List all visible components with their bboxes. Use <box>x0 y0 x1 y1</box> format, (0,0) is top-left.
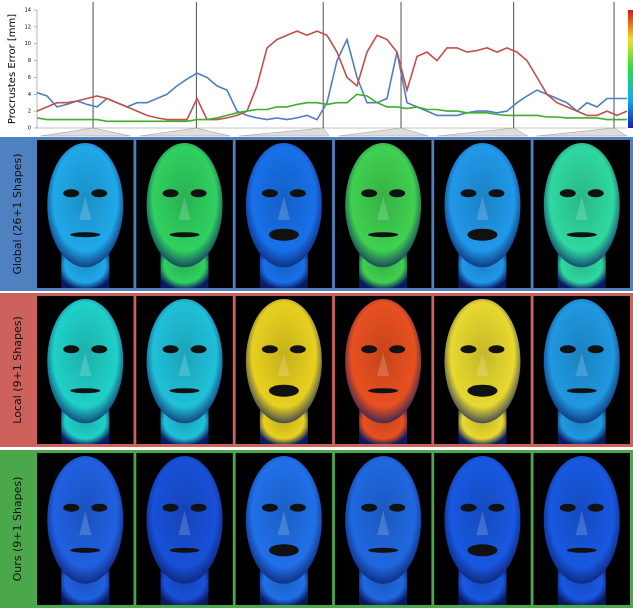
mouth <box>567 548 597 553</box>
eye <box>460 189 476 197</box>
eye <box>163 504 179 512</box>
eye <box>163 189 179 197</box>
y-tick-label: 0 <box>28 126 31 132</box>
eye <box>290 504 306 512</box>
eye <box>262 345 278 353</box>
eye <box>361 504 377 512</box>
eye <box>460 504 476 512</box>
mouth <box>368 548 398 553</box>
eye <box>488 345 504 353</box>
eye <box>361 345 377 353</box>
y-tick-label: 12 <box>25 24 31 30</box>
mouth <box>269 544 299 556</box>
eye <box>91 345 107 353</box>
eye <box>588 504 604 512</box>
eye <box>63 189 79 197</box>
eye <box>191 189 207 197</box>
eye <box>63 345 79 353</box>
eye <box>560 345 576 353</box>
mouth <box>467 229 497 241</box>
eye <box>290 345 306 353</box>
eye <box>460 345 476 353</box>
mouth <box>70 388 100 393</box>
mouth <box>170 232 200 237</box>
mouth <box>567 232 597 237</box>
mouth <box>269 229 299 241</box>
eye <box>560 504 576 512</box>
eye <box>191 345 207 353</box>
y-tick-label: 4 <box>28 92 31 98</box>
frame-connector <box>338 128 428 136</box>
eye <box>63 504 79 512</box>
y-tick-label: 8 <box>28 58 31 64</box>
y-tick-label: 2 <box>28 109 31 115</box>
eye <box>389 504 405 512</box>
mouth <box>70 548 100 553</box>
colorbar <box>628 10 633 128</box>
mouth <box>567 388 597 393</box>
eye <box>560 189 576 197</box>
eye <box>588 345 604 353</box>
eye <box>488 189 504 197</box>
row-label: Local (9+1 Shapes) <box>11 316 24 423</box>
eye <box>488 504 504 512</box>
y-tick-label: 14 <box>25 8 31 14</box>
eye <box>361 189 377 197</box>
frame-connector <box>140 128 230 136</box>
frame-connector <box>537 128 627 136</box>
mouth <box>70 232 100 237</box>
row-label: Global (26+1 Shapes) <box>11 153 24 274</box>
figure: Procrustes Error [mm] 0 2 4 6 8 10 12 14 Global … <box>0 0 633 608</box>
eye <box>262 189 278 197</box>
eye <box>163 345 179 353</box>
mouth <box>368 232 398 237</box>
frame-connector <box>239 128 329 136</box>
eye <box>588 189 604 197</box>
frame-connector <box>41 128 131 136</box>
series-line <box>37 31 627 120</box>
y-tick-label: 10 <box>25 41 31 47</box>
mouth <box>467 544 497 556</box>
eye <box>262 504 278 512</box>
mouth <box>170 548 200 553</box>
eye <box>191 504 207 512</box>
frame-connector <box>438 128 528 136</box>
eye <box>91 189 107 197</box>
eye <box>389 345 405 353</box>
row-label: Ours (9+1 Shapes) <box>11 477 24 582</box>
mouth <box>170 388 200 393</box>
mouth <box>368 388 398 393</box>
mouth <box>269 385 299 397</box>
y-tick-label: 6 <box>28 75 31 81</box>
mouth <box>467 385 497 397</box>
eye <box>91 504 107 512</box>
eye <box>290 189 306 197</box>
eye <box>389 189 405 197</box>
y-axis-label: Procrustes Error [mm] <box>7 14 18 124</box>
series-line <box>37 94 627 121</box>
